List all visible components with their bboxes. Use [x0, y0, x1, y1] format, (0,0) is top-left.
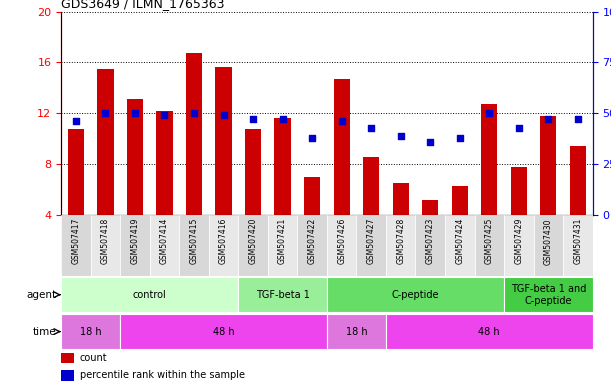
- Text: GSM507428: GSM507428: [396, 218, 405, 264]
- Bar: [445, 215, 475, 276]
- Text: count: count: [79, 353, 108, 363]
- Text: GSM507414: GSM507414: [160, 218, 169, 265]
- Bar: [327, 314, 386, 349]
- Bar: [186, 53, 202, 215]
- Point: [455, 135, 464, 141]
- Bar: [481, 104, 497, 215]
- Text: TGF-beta 1 and
C-peptide: TGF-beta 1 and C-peptide: [511, 284, 586, 306]
- Bar: [356, 215, 386, 276]
- Bar: [415, 215, 445, 276]
- Bar: [304, 177, 320, 215]
- Text: GSM507416: GSM507416: [219, 218, 228, 265]
- Bar: [209, 215, 238, 276]
- Bar: [327, 277, 504, 312]
- Text: control: control: [133, 290, 167, 300]
- Text: GSM507422: GSM507422: [307, 218, 316, 264]
- Bar: [97, 69, 114, 215]
- Bar: [504, 215, 533, 276]
- Bar: [238, 277, 327, 312]
- Bar: [570, 146, 586, 215]
- Bar: [156, 111, 172, 215]
- Bar: [68, 129, 84, 215]
- Bar: [511, 167, 527, 215]
- Bar: [268, 215, 298, 276]
- Bar: [540, 116, 557, 215]
- Text: 18 h: 18 h: [80, 326, 101, 337]
- Bar: [216, 68, 232, 215]
- Bar: [393, 183, 409, 215]
- Bar: [127, 99, 143, 215]
- Bar: [452, 186, 468, 215]
- Bar: [120, 215, 150, 276]
- Text: GSM507427: GSM507427: [367, 218, 376, 265]
- Text: GSM507429: GSM507429: [514, 218, 524, 265]
- Text: GSM507420: GSM507420: [249, 218, 258, 265]
- Point: [219, 112, 229, 118]
- Point: [573, 116, 583, 122]
- Bar: [334, 79, 349, 215]
- Bar: [61, 314, 120, 349]
- Bar: [504, 277, 593, 312]
- Bar: [179, 215, 209, 276]
- Text: C-peptide: C-peptide: [392, 290, 439, 300]
- Point: [425, 139, 435, 145]
- Bar: [61, 353, 75, 363]
- Text: GSM507423: GSM507423: [426, 218, 435, 265]
- Bar: [245, 129, 261, 215]
- Text: TGF-beta 1: TGF-beta 1: [255, 290, 310, 300]
- Bar: [61, 370, 75, 381]
- Bar: [274, 118, 291, 215]
- Bar: [533, 215, 563, 276]
- Text: GSM507421: GSM507421: [278, 218, 287, 264]
- Bar: [422, 200, 438, 215]
- Text: GDS3649 / ILMN_1765363: GDS3649 / ILMN_1765363: [61, 0, 225, 10]
- Bar: [298, 215, 327, 276]
- Point: [277, 116, 287, 122]
- Text: time: time: [33, 326, 57, 337]
- Text: GSM507419: GSM507419: [130, 218, 139, 265]
- Point: [514, 124, 524, 131]
- Bar: [90, 215, 120, 276]
- Point: [485, 110, 494, 116]
- Bar: [327, 215, 356, 276]
- Point: [544, 116, 554, 122]
- Bar: [120, 314, 327, 349]
- Text: percentile rank within the sample: percentile rank within the sample: [79, 370, 244, 381]
- Text: GSM507425: GSM507425: [485, 218, 494, 265]
- Text: GSM507418: GSM507418: [101, 218, 110, 264]
- Text: GSM507415: GSM507415: [189, 218, 199, 265]
- Point: [159, 112, 169, 118]
- Text: GSM507424: GSM507424: [455, 218, 464, 265]
- Bar: [363, 157, 379, 215]
- Point: [307, 135, 317, 141]
- Bar: [61, 215, 90, 276]
- Text: GSM507430: GSM507430: [544, 218, 553, 265]
- Text: GSM507417: GSM507417: [71, 218, 81, 265]
- Bar: [386, 215, 415, 276]
- Bar: [563, 215, 593, 276]
- Point: [396, 132, 406, 139]
- Text: agent: agent: [26, 290, 57, 300]
- Bar: [238, 215, 268, 276]
- Text: GSM507426: GSM507426: [337, 218, 346, 265]
- Text: GSM507431: GSM507431: [573, 218, 582, 265]
- Point: [189, 110, 199, 116]
- Text: 18 h: 18 h: [346, 326, 367, 337]
- Point: [366, 124, 376, 131]
- Point: [130, 110, 140, 116]
- Point: [248, 116, 258, 122]
- Bar: [61, 277, 238, 312]
- Bar: [475, 215, 504, 276]
- Bar: [150, 215, 179, 276]
- Point: [100, 110, 110, 116]
- Text: 48 h: 48 h: [478, 326, 500, 337]
- Text: 48 h: 48 h: [213, 326, 235, 337]
- Bar: [386, 314, 593, 349]
- Point: [71, 118, 81, 124]
- Point: [337, 118, 346, 124]
